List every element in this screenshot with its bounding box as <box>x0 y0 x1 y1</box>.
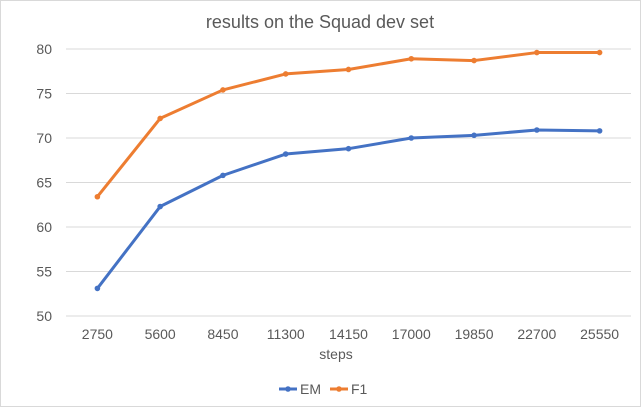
x-tick-label: 5600 <box>145 326 176 342</box>
data-point-f1 <box>408 55 415 62</box>
series-group <box>94 49 603 292</box>
data-point-em <box>345 145 352 152</box>
legend: EM F1 <box>279 381 368 397</box>
y-tick-label: 80 <box>36 41 52 57</box>
data-point-f1 <box>596 49 603 56</box>
x-tick-label: 2750 <box>82 326 113 342</box>
x-axis-title: steps <box>319 346 352 362</box>
data-point-em <box>471 132 477 139</box>
data-point-f1 <box>220 87 226 93</box>
y-tick-label: 60 <box>36 219 52 235</box>
x-tick-label: 14150 <box>329 326 368 342</box>
y-tick-label: 55 <box>36 264 52 280</box>
data-point-em <box>534 127 540 133</box>
y-tick-label: 65 <box>36 175 52 191</box>
legend-label-em: EM <box>300 381 321 397</box>
x-tick-label: 17000 <box>392 326 431 342</box>
x-tick-label: 25550 <box>580 326 619 342</box>
data-point-f1 <box>94 193 101 200</box>
chart-title: results on the Squad dev set <box>206 12 434 32</box>
y-axis-tick-labels: 50 55 60 65 70 75 80 <box>36 41 52 324</box>
data-point-em <box>94 285 101 292</box>
x-tick-label: 11300 <box>267 326 305 342</box>
x-tick-label: 8450 <box>207 326 238 342</box>
data-point-f1 <box>534 49 540 56</box>
data-point-em <box>596 128 603 134</box>
gridlines <box>66 48 631 317</box>
x-tick-label: 22700 <box>517 326 556 342</box>
data-point-em <box>220 172 226 179</box>
y-tick-label: 50 <box>36 308 52 324</box>
series-line-f1 <box>95 51 602 199</box>
data-point-f1 <box>345 66 352 73</box>
data-point-f1 <box>157 115 163 122</box>
y-tick-label: 70 <box>36 130 52 146</box>
x-axis-tick-labels: 2750 5600 8450 11300 14150 17000 19850 22700 255… <box>82 326 619 342</box>
data-point-f1 <box>471 57 477 64</box>
data-point-em <box>282 151 289 157</box>
y-tick-label: 75 <box>36 86 52 102</box>
legend-label-f1: F1 <box>351 381 368 397</box>
series-line-em <box>95 128 602 290</box>
data-point-em <box>157 203 163 210</box>
legend-marker-f1 <box>336 386 342 392</box>
x-tick-label: 19850 <box>455 326 494 342</box>
legend-marker-em <box>285 386 291 392</box>
data-point-em <box>408 135 415 141</box>
data-point-f1 <box>282 71 289 77</box>
